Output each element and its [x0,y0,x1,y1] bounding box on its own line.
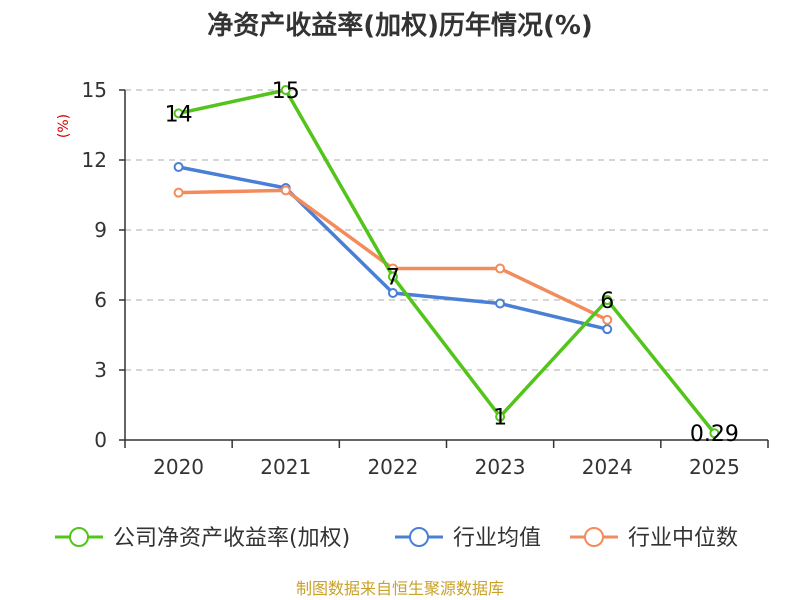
series-line-0 [178,88,716,435]
legend-label: 公司净资产收益率(加权) [113,526,350,551]
data-point-1 [602,324,613,335]
x-tick-label: 2024 [582,455,633,479]
legend-label: 行业中位数 [628,526,738,551]
data-label: 6 [600,289,614,314]
y-tick-labels: 0 3 6 9 12 15 [82,78,125,452]
data-point-2 [173,187,184,198]
data-point-1 [387,288,398,298]
legend-marker [409,527,429,547]
y-tick-label: 12 [82,148,107,172]
data-point-0 [709,428,720,439]
x-tick-labels: 2020 2021 2022 2023 2024 2025 [124,440,769,479]
grid-lines [125,89,768,371]
chart-title: 净资产收益率(加权)历年情况(%) [207,10,593,41]
data-point-0 [602,295,613,305]
data-label: 15 [272,79,300,104]
legend: 公司净资产收益率(加权) 行业均值 行业中位数 [55,526,738,551]
x-tick-label: 2025 [689,455,740,479]
data-point-2 [602,314,613,325]
x-tick-label: 2021 [260,455,311,479]
x-tick-label: 2023 [475,455,526,479]
series-lines [173,85,720,439]
data-point-1 [495,298,506,309]
y-tick-label: 6 [94,288,107,312]
source-note: 制图数据来自恒生聚源数据库 [296,579,504,598]
y-axis-label: (%) [56,114,72,138]
legend-label: 行业均值 [453,526,541,551]
data-point-0 [387,271,398,282]
data-point-2 [495,263,506,274]
legend-marker [584,527,604,547]
data-point-1 [173,162,184,172]
data-point-2 [280,185,291,196]
y-tick-label: 3 [94,358,107,382]
data-point-0 [173,108,184,119]
data-labels: 14 15 7 1 6 0.29 [165,79,739,447]
y-tick-label: 0 [94,428,107,452]
x-tick-label: 2020 [153,455,204,479]
data-label: 14 [165,102,193,127]
data-label: 1 [493,406,507,431]
x-tick-label: 2022 [367,455,418,479]
legend-marker [69,527,89,547]
data-point-0 [280,85,291,95]
data-point-0 [495,411,506,422]
y-tick-label: 9 [94,218,107,242]
data-label: 0.29 [690,422,739,447]
data-label: 7 [386,266,400,291]
y-tick-label: 15 [82,78,107,102]
